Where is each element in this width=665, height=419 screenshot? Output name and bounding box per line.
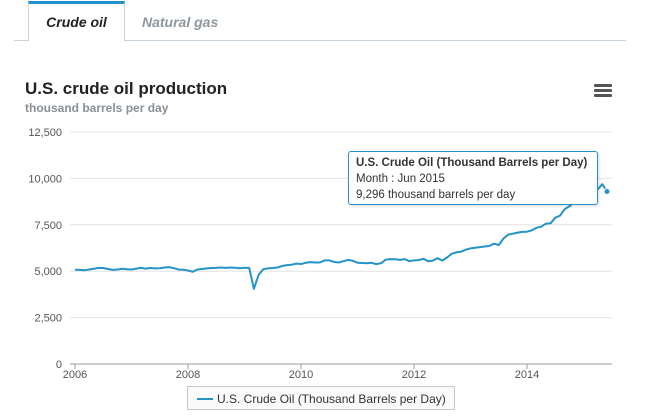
y-tick-label: 0	[56, 359, 62, 371]
x-tick-label: 2006	[63, 369, 87, 381]
x-tick-label: 2014	[515, 369, 539, 381]
y-tick-label: 2,500	[34, 313, 62, 325]
data-tooltip: U.S. Crude Oil (Thousand Barrels per Day…	[348, 151, 598, 205]
tooltip-month: Month : Jun 2015	[356, 173, 445, 185]
x-tick-label: 2012	[402, 369, 426, 381]
legend-label: U.S. Crude Oil (Thousand Barrels per Day…	[217, 392, 446, 406]
y-tick-label: 12,500	[28, 127, 62, 139]
plot-area	[74, 183, 611, 290]
y-tick-label: 5,000	[34, 266, 62, 278]
tab-crude-oil[interactable]: Crude oil	[28, 1, 125, 42]
chart-title: U.S. crude oil production	[25, 79, 228, 98]
y-axis: 0 2,500 5,000 7,500 10,000 12,500	[28, 127, 62, 371]
chart-subtitle: thousand barrels per day	[25, 101, 169, 115]
tab-natural-gas[interactable]: Natural gas	[142, 14, 219, 30]
tab-bar: Crude oil Natural gas	[14, 0, 626, 42]
hamburger-menu-icon[interactable]	[594, 84, 612, 98]
x-tick-label: 2008	[176, 369, 200, 381]
legend-swatch	[197, 398, 213, 400]
y-tick-label: 10,000	[28, 173, 62, 185]
tooltip-title: U.S. Crude Oil (Thousand Barrels per Day…	[356, 157, 588, 169]
hover-marker	[603, 188, 611, 195]
y-tick-label: 7,500	[34, 220, 62, 232]
tooltip-value: 9,296 thousand barrels per day	[356, 189, 516, 201]
x-axis: 2006 2008 2010 2012 2014	[63, 363, 612, 381]
x-tick-label: 2010	[289, 369, 313, 381]
legend-item[interactable]: U.S. Crude Oil (Thousand Barrels per Day…	[187, 386, 455, 410]
series-line	[74, 183, 608, 290]
